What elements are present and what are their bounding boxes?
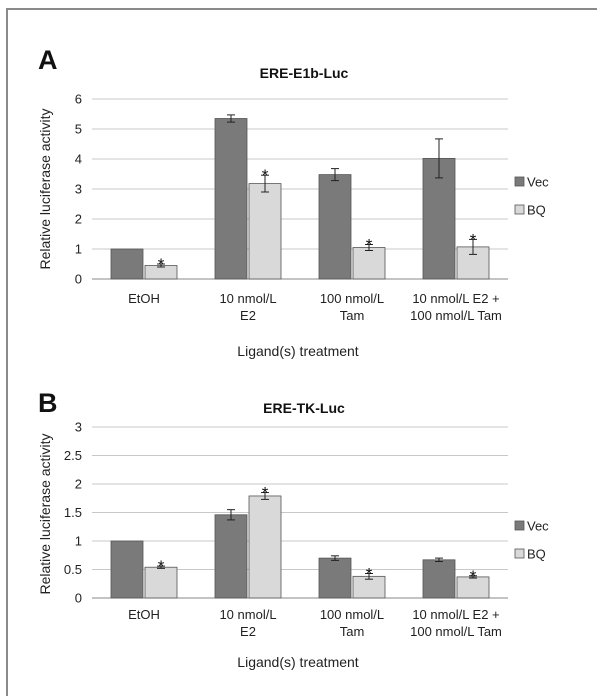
chart-b-bar-vec [214, 514, 248, 599]
chart-b-bar-bq [248, 495, 282, 599]
chart-a-ylabel: Relative luciferase activity [37, 108, 53, 269]
chart-a-ytick-label: 3 [75, 182, 82, 197]
chart-a-ytick-label: 4 [75, 152, 82, 167]
chart-a-bar-bq [248, 183, 282, 280]
chart-b-ytick-label: 2.5 [64, 448, 82, 463]
chart-b-category-label: 10 nmol/L E2 +100 nmol/L Tam [410, 607, 502, 639]
chart-a-legend-label-vec: Vec [527, 175, 549, 190]
chart-a-legend-swatch-bq [514, 204, 525, 215]
chart-b-plot: 0 0.5 1 1.5 2 2.5 3 * EtOH * 10 nmol/L E2 * 100 nmol/… [64, 420, 549, 640]
chart-b-ytick-label: 1 [75, 534, 82, 549]
chart-a-legend-swatch-vec [514, 176, 525, 187]
chart-a-category-label: EtOH [128, 291, 160, 306]
chart-a-legend-label-bq: BQ [527, 203, 546, 218]
chart-b-legend-swatch-bq [514, 548, 525, 559]
chart-b-ytick-label: 3 [75, 420, 82, 435]
chart-b-ytick-label: 0 [75, 591, 82, 606]
chart-b-legend-label-vec: Vec [527, 519, 549, 534]
chart-a-bar-bq [352, 247, 386, 280]
chart-b-category-label: EtOH [128, 607, 160, 622]
chart-b-ylabel: Relative luciferase activity [37, 433, 53, 594]
chart-b-bar-vec [422, 559, 456, 599]
chart-a-significance-star: * [470, 230, 477, 249]
chart-b-ytick-label: 1.5 [64, 505, 82, 520]
chart-a-significance-star: * [366, 236, 373, 255]
panel-letter-b: B [38, 388, 58, 418]
chart-a-bar-vec [318, 174, 352, 280]
chart-b-category-label: 100 nmol/L Tam [320, 607, 384, 639]
chart-b-significance-star: * [262, 484, 269, 503]
chart-b-significance-star: * [158, 557, 165, 576]
chart-a-ytick-label: 2 [75, 212, 82, 227]
chart-a-bar-vec [422, 157, 456, 280]
chart-b-ytick-label: 0.5 [64, 562, 82, 577]
chart-a-bar-vec [110, 248, 144, 280]
chart-a-category-label: 10 nmol/L E2 [219, 291, 276, 323]
chart-a-ytick-label: 5 [75, 122, 82, 137]
chart-b-significance-star: * [366, 564, 373, 583]
chart-b-ytick-label: 2 [75, 477, 82, 492]
chart-a-significance-star: * [262, 166, 269, 185]
chart-b-xlabel: Ligand(s) treatment [237, 654, 359, 670]
chart-a-category-label: 100 nmol/L Tam [320, 291, 384, 323]
chart-a-plot: 0 1 2 3 4 5 6 * EtOH * 10 nmol/L E2 * 100 nmol/L Tam * 1… [75, 92, 549, 324]
chart-b-legend-swatch-vec [514, 520, 525, 531]
chart-a-category-label: 10 nmol/L E2 +100 nmol/L Tam [410, 291, 502, 323]
panel-letter-a: A [38, 45, 58, 75]
chart-a-ytick-label: 1 [75, 242, 82, 257]
figure-frame [6, 8, 597, 696]
chart-b-title: ERE-TK-Luc [263, 400, 345, 416]
chart-b-bar-bq [144, 566, 178, 599]
chart-b-significance-star: * [470, 567, 477, 586]
chart-a-ytick-label: 0 [75, 272, 82, 287]
chart-a-bar-vec [214, 118, 248, 280]
chart-b-legend-label-bq: BQ [527, 547, 546, 562]
chart-a-ytick-label: 6 [75, 92, 82, 107]
chart-a-bar-bq [456, 246, 490, 280]
chart-b-category-label: 10 nmol/L E2 [219, 607, 276, 639]
chart-a-xlabel: Ligand(s) treatment [237, 343, 359, 359]
chart-a-significance-star: * [158, 255, 165, 274]
chart-a-title: ERE-E1b-Luc [260, 65, 349, 81]
chart-b-bar-vec [110, 540, 144, 599]
chart-b-bar-vec [318, 557, 352, 599]
